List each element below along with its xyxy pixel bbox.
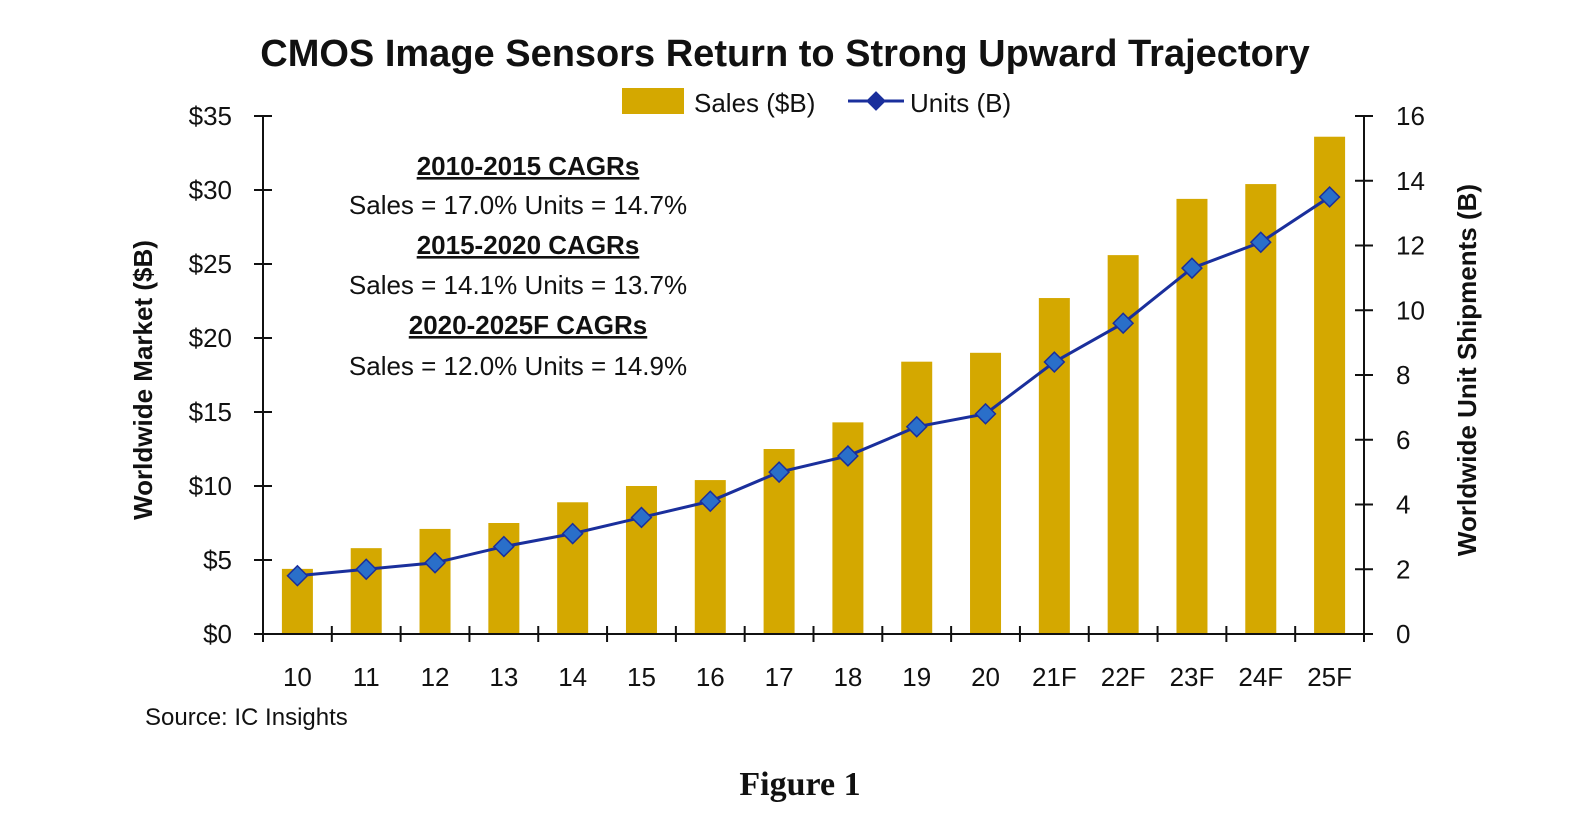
x-tick-label-15: 15 [627, 662, 656, 692]
x-tick-label-12: 12 [421, 662, 450, 692]
y-left-tick-label: $30 [189, 175, 232, 205]
chart-title: CMOS Image Sensors Return to Strong Upwa… [260, 33, 1309, 75]
y-axis-left-label: Worldwide Market ($B) [128, 240, 158, 520]
cagr-2015-2020-heading: 2015-2020 CAGRs [417, 230, 640, 260]
source-note: Source: IC Insights [145, 704, 348, 731]
x-tick-label-14: 14 [558, 662, 587, 692]
cagr-2010-2015-heading: 2010-2015 CAGRs [417, 151, 640, 181]
legend-sales-swatch [622, 88, 684, 114]
x-tick-label-16: 16 [696, 662, 725, 692]
units-point-19 [905, 415, 928, 438]
units-point-23F [1181, 257, 1203, 280]
y-left-tick-label: $35 [189, 101, 232, 131]
x-tick-label-17: 17 [765, 662, 794, 692]
units-point-20 [974, 402, 997, 425]
x-tick-label-24F: 24F [1238, 662, 1283, 692]
y-right-tick-label: 16 [1396, 101, 1425, 131]
y-left-tick-label: $0 [203, 619, 232, 649]
cagr-2020-2025f-values: Sales = 12.0% Units = 14.9% [349, 351, 687, 381]
sales-bar-24F [1245, 184, 1277, 634]
sales-bar-22F [1107, 255, 1139, 634]
cagr-annotations: 2010-2015 CAGRs Sales = 17.0% Units = 14… [349, 151, 687, 381]
sales-bar-12 [419, 528, 451, 634]
sales-bar-20 [970, 352, 1002, 634]
y-right-tick-label: 6 [1396, 425, 1410, 455]
x-tick-label-25F: 25F [1307, 662, 1352, 692]
units-point-11 [355, 558, 378, 581]
y-right-tick-label: 4 [1396, 490, 1410, 520]
y-right-tick-label: 2 [1396, 554, 1410, 584]
legend-sales-label: Sales ($B) [694, 88, 815, 118]
x-tick-label-19: 19 [902, 662, 931, 692]
y-left-tick-label: $25 [189, 249, 232, 279]
x-tick-label-18: 18 [833, 662, 862, 692]
sales-bar-21F [1038, 298, 1070, 634]
units-line-series [286, 185, 1341, 587]
cagr-2010-2015-values: Sales = 17.0% Units = 14.7% [349, 190, 687, 220]
legend-units-label: Units (B) [910, 88, 1011, 118]
y-left-tick-label: $10 [189, 471, 232, 501]
y-right-tick-label: 8 [1396, 360, 1410, 390]
units-point-16 [699, 490, 722, 513]
y-axis-right-label: Worldwide Unit Shipments (B) [1452, 184, 1482, 556]
units-point-18 [836, 444, 859, 467]
units-point-21F [1043, 351, 1066, 374]
y-right-tick-label: 10 [1396, 295, 1425, 325]
y-left-tick-label: $15 [189, 397, 232, 427]
units-line [297, 195, 1331, 578]
units-point-12 [424, 551, 446, 574]
x-tick-label-10: 10 [283, 662, 312, 692]
cagr-2020-2025f-heading: 2020-2025F CAGRs [409, 310, 647, 340]
x-tick-label-23F: 23F [1170, 662, 1215, 692]
units-point-22F [1112, 312, 1135, 335]
sales-bar-19 [901, 361, 933, 634]
chart-legend: Sales ($B) Units (B) [622, 88, 1011, 118]
units-point-15 [630, 506, 653, 529]
x-tick-label-22F: 22F [1101, 662, 1146, 692]
y-left-tick-label: $20 [189, 323, 232, 353]
units-point-25F [1318, 185, 1341, 208]
y-right-tick-label: 14 [1396, 166, 1425, 196]
y-right-tick-label: 12 [1396, 231, 1425, 261]
units-point-13 [492, 535, 515, 558]
sales-bar-25F [1314, 136, 1346, 634]
y-right-tick-label: 0 [1396, 619, 1410, 649]
sales-bar-14 [557, 502, 589, 634]
x-tick-label-13: 13 [489, 662, 518, 692]
units-point-17 [768, 461, 791, 484]
units-point-14 [561, 522, 584, 545]
chart-axes: $0 $5 $10 $15 $20 $25 $30 $35 0 2 4 6 8 10 12 14 16 10 11 1… [189, 101, 1425, 692]
legend-units-marker [866, 91, 886, 111]
y-left-tick-label: $5 [203, 545, 232, 575]
units-point-24F [1249, 231, 1272, 254]
cagr-2015-2020-values: Sales = 14.1% Units = 13.7% [349, 270, 687, 300]
x-tick-label-11: 11 [353, 662, 380, 692]
x-tick-label-21F: 21F [1032, 662, 1077, 692]
x-tick-label-20: 20 [971, 662, 1000, 692]
units-point-10 [286, 564, 309, 587]
figure-caption: Figure 1 [739, 766, 860, 803]
